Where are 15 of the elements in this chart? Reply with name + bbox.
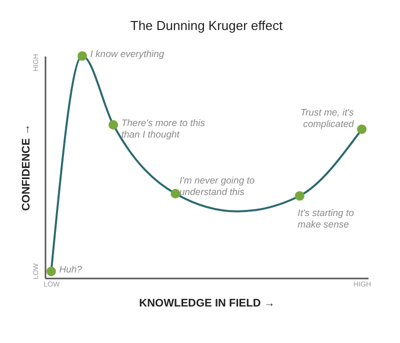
y-axis-title: CONFIDENCE →: [20, 124, 32, 211]
annotation: There's more to this than I thought: [121, 118, 206, 140]
annotation: Trust me, it's complicated: [300, 107, 354, 130]
point: [170, 188, 180, 198]
annotation: It's starting to make sense: [298, 208, 354, 230]
point: [78, 51, 88, 61]
chart-title: The Dunning Kruger effect: [130, 18, 284, 33]
point: [294, 191, 304, 201]
point: [357, 124, 367, 134]
point: [46, 266, 56, 276]
annotation: I know everything: [90, 49, 165, 60]
annotation: I'm never going to understand this: [179, 176, 255, 198]
annotation: Huh?: [59, 264, 83, 276]
point: [108, 120, 118, 130]
x-axis-title: KNOWLEDGE IN FIELD →: [139, 298, 275, 310]
